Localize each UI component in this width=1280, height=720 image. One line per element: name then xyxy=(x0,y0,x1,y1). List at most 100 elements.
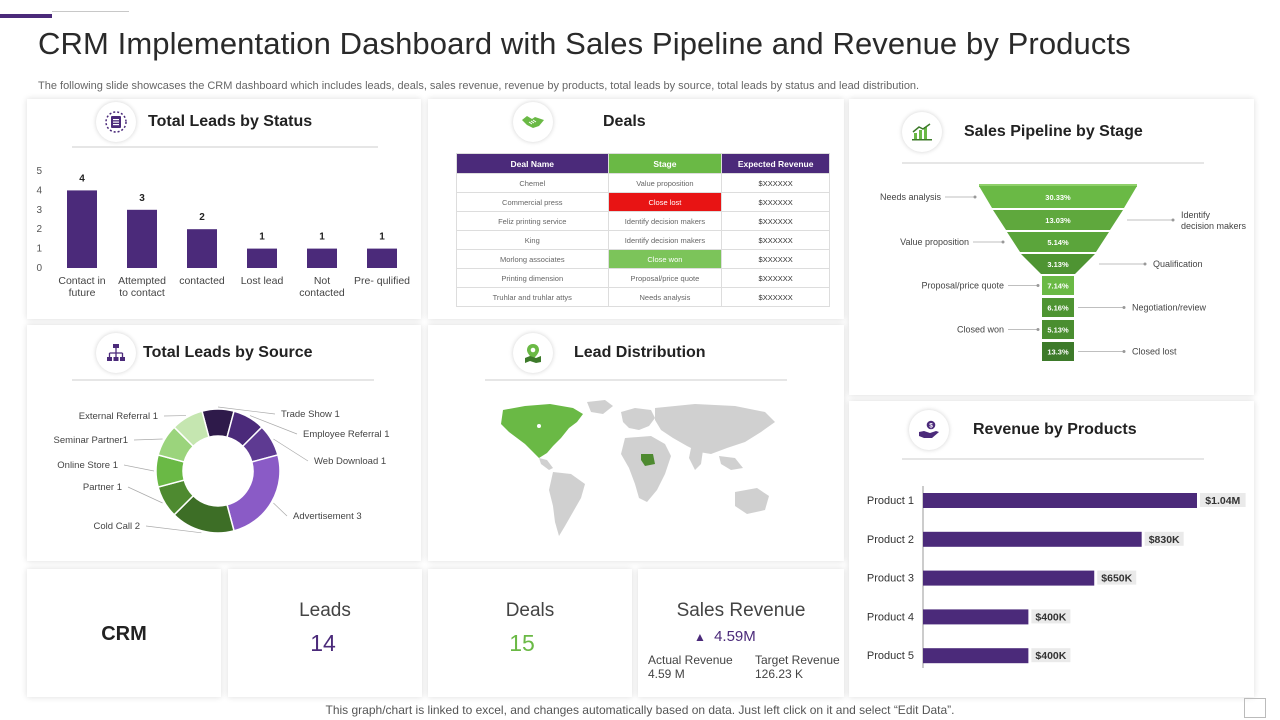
deal-revenue-cell: $XXXXXX xyxy=(721,230,830,250)
map-south-america xyxy=(549,472,585,536)
status-bar-value: 3 xyxy=(139,193,145,204)
revenue-bar[interactable] xyxy=(923,609,1029,625)
hand-money-icon: $ xyxy=(909,410,949,450)
funnel-segment-value: 3.13% xyxy=(1047,260,1069,269)
leads-source-rule xyxy=(72,379,374,381)
revenue-value-box xyxy=(1031,648,1071,663)
funnel-stage-label: Closed lost xyxy=(1132,347,1177,357)
donut-leader-line xyxy=(123,464,155,472)
funnel-segment[interactable] xyxy=(1021,254,1095,274)
funnel-segment-value: 13.03% xyxy=(1045,216,1071,225)
funnel-segment[interactable] xyxy=(1042,298,1074,317)
deals-table-row[interactable]: Printing dimension Proposal/price quote $X… xyxy=(456,268,830,288)
deals-table-row[interactable]: Truhlar and truhlar attys Needs analysis $… xyxy=(456,287,830,307)
deal-stage-cell: Proposal/price quote xyxy=(607,268,723,288)
deal-revenue-cell: $XXXXXX xyxy=(721,192,830,212)
deal-name-cell: Chemel xyxy=(456,173,609,193)
up-arrow-icon: ▲ xyxy=(694,630,706,644)
funnel-segment-value: 5.13% xyxy=(1047,326,1069,335)
map-india xyxy=(689,448,703,470)
revenue-bar[interactable] xyxy=(923,570,1095,586)
kpi-target-revenue-label: Target Revenue xyxy=(755,653,840,667)
status-bar[interactable] xyxy=(187,229,217,268)
revenue-bar[interactable] xyxy=(923,648,1029,664)
funnel-segment[interactable] xyxy=(1042,342,1074,361)
deals-table-row[interactable]: Morlong associates Close won $XXXXXX xyxy=(456,249,830,269)
deal-revenue-cell: $XXXXXX xyxy=(721,287,830,307)
status-ytick-label: 3 xyxy=(36,205,42,216)
funnel-stage-label: decision makers xyxy=(1181,221,1247,231)
kpi-deals-value: 15 xyxy=(509,630,535,656)
pipeline-title: Sales Pipeline by Stage xyxy=(964,123,1143,140)
status-bar[interactable] xyxy=(247,248,277,268)
deals-table-body: Chemel Value proposition $XXXXXX Commercial… xyxy=(456,173,830,307)
funnel-segment[interactable] xyxy=(1042,276,1074,295)
funnel-segment-value: 7.14% xyxy=(1047,282,1069,291)
revenue-value-box xyxy=(1200,493,1246,507)
revenue-value-box xyxy=(1031,609,1071,624)
deals-col-expected-revenue[interactable]: Expected Revenue xyxy=(721,153,830,174)
pipeline-rule xyxy=(902,162,1204,164)
funnel-leader-dot xyxy=(1122,306,1126,309)
deals-table: Deal Name Stage Expected Revenue Chemel V… xyxy=(456,153,830,307)
map-africa xyxy=(621,436,671,502)
donut-slice[interactable] xyxy=(226,454,281,532)
funnel-leader-dot xyxy=(973,195,977,199)
deals-table-header-row: Deal Name Stage Expected Revenue xyxy=(456,153,830,174)
status-bar-value: 2 xyxy=(199,212,205,223)
revenue-value-label: $1.04M xyxy=(1205,495,1240,507)
funnel-segment[interactable] xyxy=(1042,320,1074,339)
kpi-sales-revenue-panel xyxy=(638,569,844,697)
deal-stage-cell: Needs analysis xyxy=(607,287,723,307)
page-subtitle: The following slide showcases the CRM da… xyxy=(38,80,920,92)
status-bar-value: 1 xyxy=(379,232,385,243)
network-icon xyxy=(96,333,136,373)
status-category-label: Contact in xyxy=(58,275,105,287)
deal-name-cell: Feliz printing service xyxy=(456,211,609,231)
revenue-value-label: $830K xyxy=(1149,534,1180,546)
funnel-segment[interactable] xyxy=(979,186,1137,208)
funnel-stage-label: Identify xyxy=(1181,210,1211,220)
status-ytick-label: 0 xyxy=(36,263,42,274)
leads-status-header: Total Leads by Status xyxy=(96,102,312,142)
funnel-leader-dot xyxy=(1122,350,1126,353)
funnel-leader-dot xyxy=(1036,284,1040,287)
revenue-value-label: $400K xyxy=(1035,611,1066,623)
kpi-crm-label: CRM xyxy=(101,623,147,645)
deals-col-stage[interactable]: Stage xyxy=(607,153,723,174)
status-bar[interactable] xyxy=(67,190,97,268)
deals-table-row[interactable]: King Identify decision makers $XXXXXX xyxy=(456,230,830,250)
donut-label: Employee Referral 1 xyxy=(303,429,390,440)
funnel-segment[interactable] xyxy=(1007,232,1109,252)
deals-table-row[interactable]: Commercial press Close lost $XXXXXX xyxy=(456,192,830,212)
deal-stage-cell: Value proposition xyxy=(607,173,723,193)
donut-slice[interactable] xyxy=(173,410,210,448)
status-bar[interactable] xyxy=(127,209,157,268)
funnel-segment-value: 13.3% xyxy=(1047,348,1069,357)
funnel-stage-label: Closed won xyxy=(957,325,1004,335)
status-bar[interactable] xyxy=(307,248,337,268)
revenue-bar[interactable] xyxy=(923,493,1197,508)
funnel-stage-label: Qualification xyxy=(1153,259,1203,269)
status-bar-value: 4 xyxy=(79,173,85,184)
donut-leader-line xyxy=(273,502,288,517)
status-category-label: Attempted xyxy=(118,275,166,287)
donut-leader-line xyxy=(133,438,163,441)
map-se-asia xyxy=(719,456,743,470)
world-map xyxy=(501,400,775,536)
deals-table-row[interactable]: Chemel Value proposition $XXXXXX xyxy=(456,173,830,193)
growth-chart-icon xyxy=(902,112,942,152)
deals-table-row[interactable]: Feliz printing service Identify decision … xyxy=(456,211,830,231)
status-category-label: to contact xyxy=(119,287,165,299)
deal-name-cell: Printing dimension xyxy=(456,268,609,288)
kpi-actual-revenue: Actual Revenue 4.59 M xyxy=(648,653,733,681)
donut-label: Web Download 1 xyxy=(314,456,386,467)
status-category-label: contacted xyxy=(179,275,225,287)
revenue-products-header: $ Revenue by Products xyxy=(909,410,1137,450)
funnel-segment[interactable] xyxy=(993,210,1123,230)
revenue-category-label: Product 5 xyxy=(867,650,914,662)
status-bar[interactable] xyxy=(367,248,397,268)
revenue-bar[interactable] xyxy=(923,531,1142,547)
deals-col-deal-name[interactable]: Deal Name xyxy=(456,153,609,174)
